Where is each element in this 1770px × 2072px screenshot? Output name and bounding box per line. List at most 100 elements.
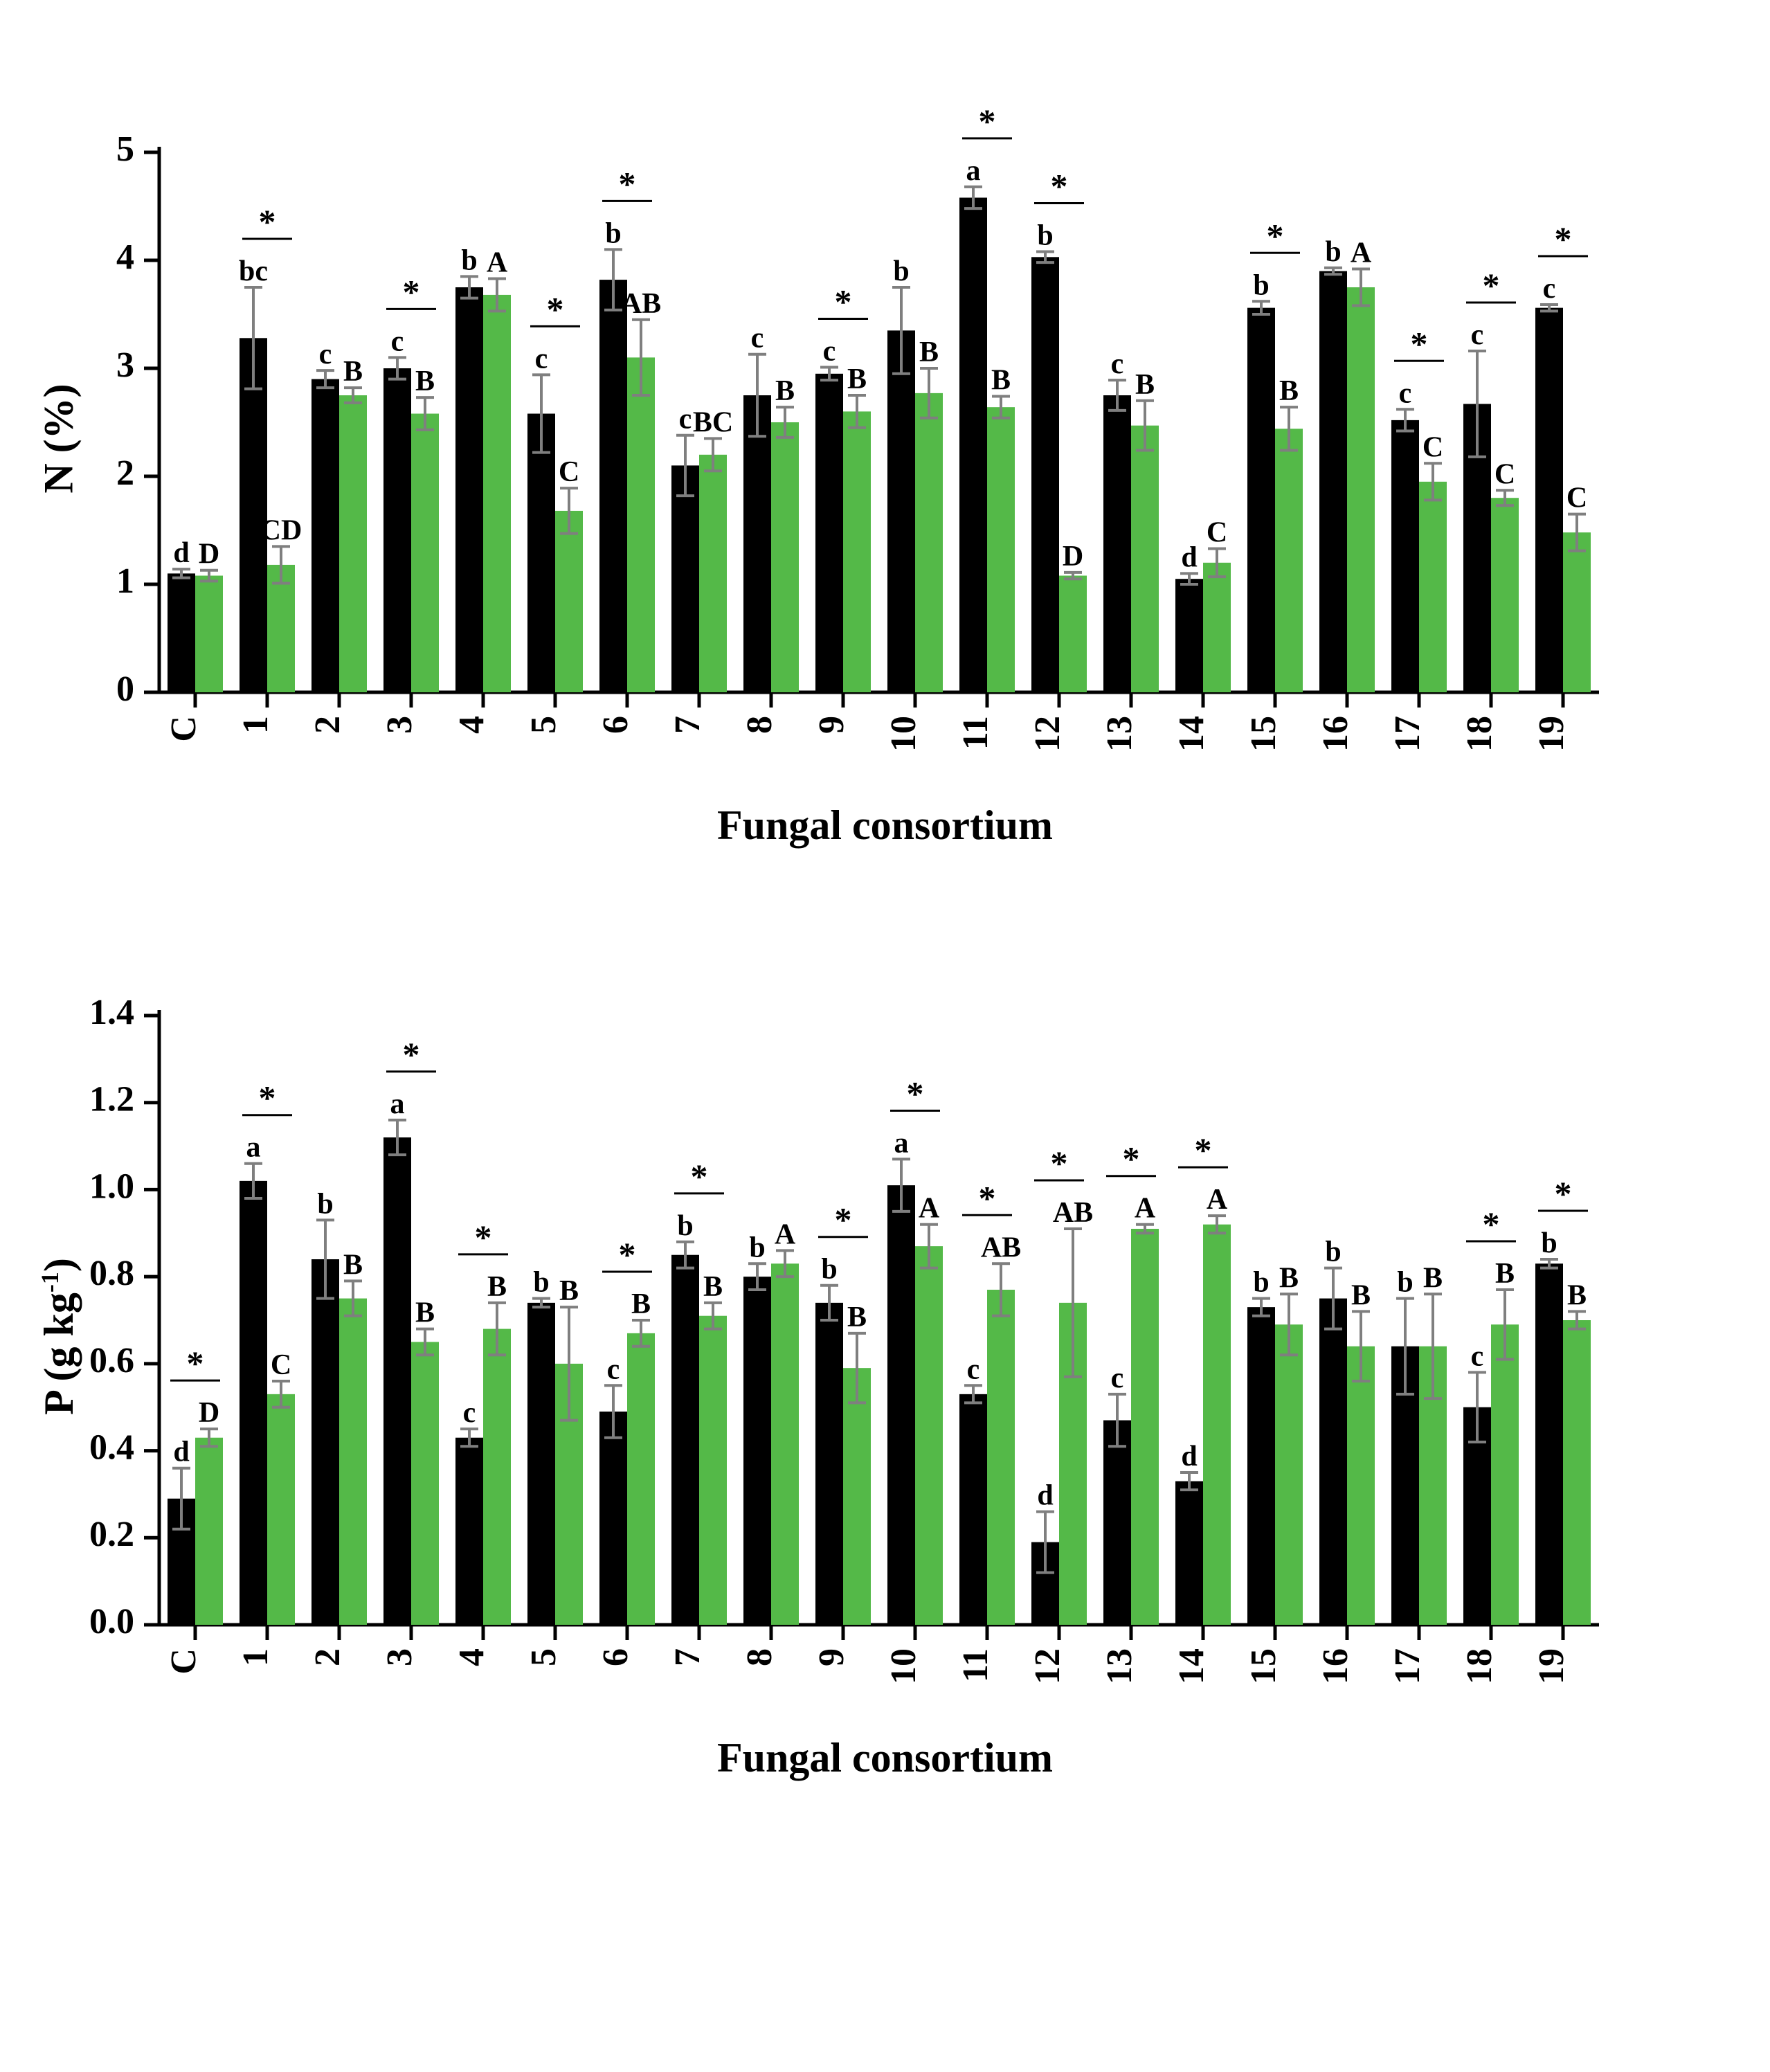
svg-text:*: * [1555, 1174, 1572, 1213]
svg-text:B: B [991, 365, 1011, 397]
svg-text:AB: AB [981, 1232, 1021, 1263]
n-chart-ylabel: N (%) [28, 28, 90, 849]
svg-text:C: C [1494, 458, 1515, 490]
svg-text:*: * [403, 272, 420, 311]
svg-text:15: 15 [1244, 1648, 1283, 1684]
svg-text:11: 11 [956, 716, 995, 750]
p-chart-ylabel-text: P (g kg-1) [35, 1258, 83, 1415]
svg-text:*: * [979, 102, 996, 141]
svg-text:2: 2 [308, 716, 347, 734]
svg-text:*: * [1051, 1144, 1068, 1182]
svg-text:17: 17 [1388, 1648, 1427, 1684]
svg-text:b: b [533, 1267, 549, 1299]
svg-text:B: B [343, 356, 363, 388]
svg-text:*: * [1483, 1205, 1500, 1243]
svg-text:18: 18 [1460, 1648, 1499, 1684]
svg-text:c: c [967, 1353, 980, 1385]
svg-text:c: c [823, 335, 836, 367]
svg-text:*: * [547, 289, 564, 328]
svg-text:*: * [691, 1157, 708, 1196]
svg-text:b: b [893, 255, 909, 287]
svg-text:B: B [631, 1288, 651, 1320]
svg-text:9: 9 [812, 716, 851, 734]
svg-text:17: 17 [1388, 716, 1427, 752]
n-chart-ylabel-text: N (%) [35, 384, 83, 493]
svg-text:d: d [1181, 1441, 1197, 1472]
svg-text:*: * [979, 1178, 996, 1217]
svg-text:B: B [775, 375, 795, 407]
svg-text:B: B [415, 1297, 435, 1329]
svg-text:7: 7 [668, 1648, 707, 1666]
svg-text:c: c [1399, 377, 1412, 409]
svg-text:a: a [390, 1088, 405, 1120]
svg-text:B: B [1351, 1279, 1371, 1311]
svg-text:8: 8 [740, 716, 779, 734]
n-chart-panel: N (%) 012345dDbcCDcBcBbAcCbABcBCcBcBbBaB… [28, 28, 1742, 849]
svg-text:BC: BC [693, 406, 733, 438]
svg-text:A: A [1207, 1184, 1228, 1216]
svg-text:19: 19 [1532, 1648, 1571, 1684]
svg-text:18: 18 [1460, 716, 1499, 752]
svg-text:B: B [847, 1301, 867, 1333]
svg-text:*: * [835, 282, 852, 321]
svg-text:C: C [1423, 431, 1443, 463]
svg-text:C: C [164, 716, 204, 742]
svg-text:b: b [1037, 220, 1053, 252]
svg-text:B: B [487, 1271, 507, 1303]
svg-text:5: 5 [524, 1648, 563, 1666]
svg-text:3: 3 [116, 345, 134, 385]
svg-text:1: 1 [116, 561, 134, 601]
svg-text:B: B [703, 1271, 723, 1303]
svg-text:A: A [1135, 1193, 1156, 1225]
svg-text:2: 2 [308, 1648, 347, 1666]
svg-text:B: B [559, 1275, 579, 1307]
svg-text:5: 5 [116, 129, 134, 169]
svg-text:b: b [821, 1254, 837, 1286]
svg-text:6: 6 [596, 716, 635, 734]
svg-text:c: c [1471, 1340, 1484, 1372]
svg-text:16: 16 [1316, 1648, 1355, 1684]
svg-text:d: d [1037, 1480, 1053, 1512]
svg-text:d: d [1181, 541, 1197, 573]
svg-text:0.0: 0.0 [89, 1602, 134, 1641]
svg-text:b: b [1325, 1236, 1341, 1268]
svg-text:D: D [1063, 541, 1083, 573]
svg-text:11: 11 [956, 1648, 995, 1682]
svg-text:3: 3 [380, 1648, 419, 1666]
svg-text:*: * [1267, 216, 1284, 255]
svg-text:1.2: 1.2 [89, 1080, 134, 1119]
svg-text:B: B [919, 336, 939, 368]
svg-text:C: C [164, 1648, 204, 1675]
svg-text:2: 2 [116, 453, 134, 493]
svg-text:D: D [199, 539, 219, 570]
svg-text:a: a [246, 1132, 261, 1164]
svg-text:A: A [487, 247, 508, 279]
svg-text:9: 9 [812, 1648, 851, 1666]
p-chart-svg: 0.00.20.40.60.81.01.21.4dDaCbBaBcBbBcBbB… [28, 891, 1620, 1722]
svg-text:*: * [187, 1344, 204, 1382]
svg-text:1.0: 1.0 [89, 1166, 134, 1206]
svg-text:0.2: 0.2 [89, 1515, 134, 1554]
svg-text:B: B [343, 1249, 363, 1281]
svg-text:6: 6 [596, 1648, 635, 1666]
svg-text:*: * [403, 1035, 420, 1074]
svg-text:10: 10 [884, 716, 923, 752]
svg-text:*: * [1051, 167, 1068, 206]
svg-text:C: C [1207, 517, 1227, 549]
svg-text:15: 15 [1244, 716, 1283, 752]
svg-text:c: c [751, 323, 764, 354]
svg-text:c: c [1543, 273, 1556, 305]
svg-text:16: 16 [1316, 716, 1355, 752]
svg-text:b: b [677, 1210, 693, 1242]
svg-text:*: * [619, 164, 636, 203]
svg-text:a: a [894, 1127, 909, 1159]
svg-text:a: a [966, 155, 981, 187]
svg-text:C: C [559, 456, 579, 488]
svg-text:*: * [1411, 324, 1428, 363]
svg-text:*: * [259, 1079, 276, 1117]
svg-text:b: b [461, 244, 477, 276]
svg-text:B: B [415, 366, 435, 397]
svg-text:bc: bc [239, 255, 268, 287]
svg-text:c: c [679, 404, 692, 435]
svg-text:B: B [1423, 1262, 1443, 1294]
